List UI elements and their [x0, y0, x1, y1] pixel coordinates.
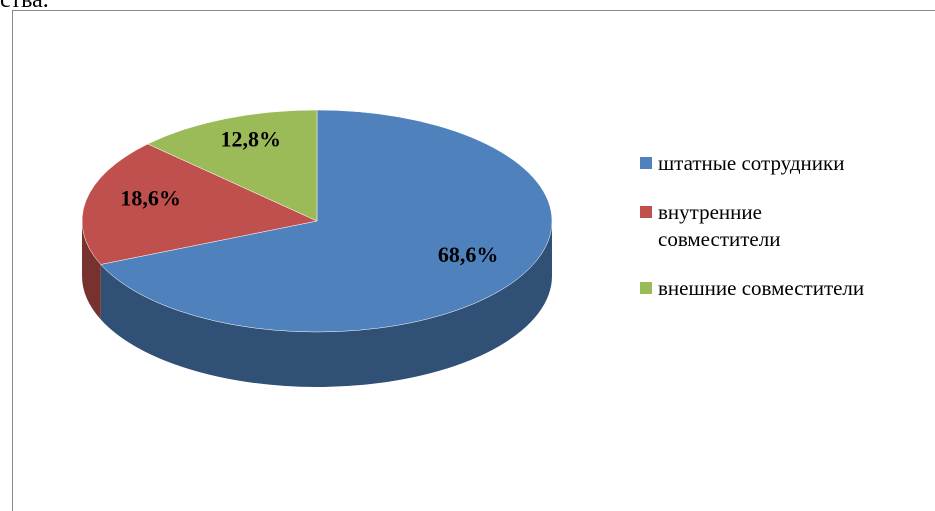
- pie-slice: [81, 143, 318, 265]
- chart: 68,6% 18,6% 12,8%: [81, 109, 553, 387]
- pie-slice: [147, 109, 318, 222]
- data-label: 18,6%: [120, 186, 181, 211]
- legend-item: внешние совместители: [640, 275, 930, 302]
- legend-swatch: [640, 206, 652, 218]
- data-label: 12,8%: [221, 127, 282, 152]
- pie-side: [82, 221, 101, 320]
- legend-label: штатные сотрудники: [658, 151, 845, 175]
- legend-item: внутренние совместители: [640, 199, 930, 253]
- legend: штатные сотрудники внутренние совместител…: [640, 150, 930, 324]
- legend-label: внешние совместители: [658, 276, 865, 300]
- pie-side: [100, 221, 552, 387]
- document-text: ства.: [0, 0, 49, 13]
- legend-swatch: [640, 282, 652, 294]
- chart-frame: [12, 10, 935, 511]
- data-label: 68,6%: [438, 242, 499, 267]
- legend-item: штатные сотрудники: [640, 150, 930, 177]
- pie-slice: [100, 109, 553, 333]
- legend-label: внутренние совместители: [658, 200, 781, 251]
- legend-swatch: [640, 157, 652, 169]
